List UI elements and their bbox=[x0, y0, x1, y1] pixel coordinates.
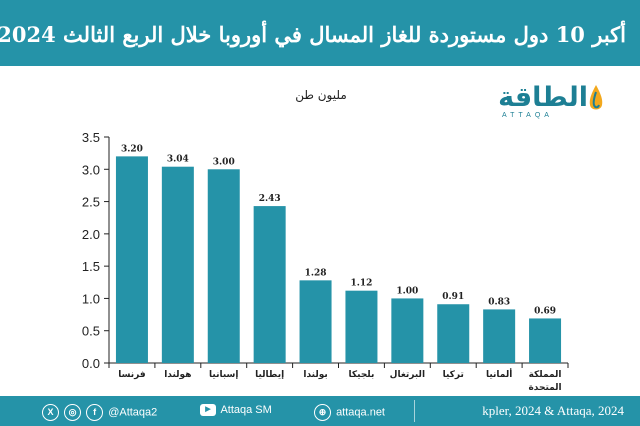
bar-value-label: 1.00 bbox=[396, 286, 418, 296]
x-tick-label: ألمانيا bbox=[486, 368, 512, 380]
x-tick-label: هولندا bbox=[164, 370, 191, 380]
globe-icon: ⊕ bbox=[314, 404, 331, 421]
bar bbox=[437, 304, 469, 363]
x-icon[interactable]: X bbox=[42, 404, 59, 421]
youtube-text: Attaqa SM bbox=[220, 404, 271, 416]
bar bbox=[345, 291, 377, 363]
x-tick-label: البرتغال bbox=[390, 370, 425, 380]
x-tick-label: تركيا bbox=[443, 370, 464, 380]
youtube-link[interactable]: ▶ Attaqa SM bbox=[200, 404, 272, 416]
unit-label: مليون طن bbox=[295, 88, 347, 103]
bar-value-label: 0.91 bbox=[442, 292, 464, 302]
bar bbox=[116, 156, 148, 363]
y-tick-label: 1.0 bbox=[82, 291, 100, 306]
y-tick-label: 0.0 bbox=[82, 356, 100, 371]
plot-area: 0.0 0.5 1.0 1.5 2.0 2.5 3.0 3.5 3.20 فرنسا 3.04 هول… bbox=[82, 130, 568, 393]
bar-value-label: 1.12 bbox=[350, 279, 372, 289]
title-bar: أكبر 10 دول مستوردة للغاز المسال في أورو… bbox=[0, 0, 640, 66]
bar bbox=[300, 280, 332, 363]
y-tick-label: 0.5 bbox=[82, 324, 100, 339]
chart-title: أكبر 10 دول مستوردة للغاز المسال في أورو… bbox=[14, 22, 626, 47]
social-handles: X ◎ f @Attaqa2 bbox=[42, 404, 157, 421]
bar-chart: مليون طن 0.0 0.5 1.0 1.5 2.0 2.5 3.0 3.5 3.20 فرن… bbox=[0, 66, 640, 396]
bar bbox=[529, 318, 561, 363]
y-tick-label: 1.5 bbox=[82, 259, 100, 274]
x-tick-label: إسبانيا bbox=[209, 370, 238, 380]
y-tick-label: 2.0 bbox=[82, 227, 100, 242]
bar bbox=[391, 298, 423, 363]
bar-value-label: 1.28 bbox=[305, 268, 327, 278]
source-text: kpler, 2024 & Attaqa, 2024 bbox=[482, 403, 624, 419]
y-tick-label: 3.5 bbox=[82, 130, 100, 145]
x-tick-label: المتحدة bbox=[528, 383, 561, 393]
bar bbox=[162, 167, 194, 363]
bar bbox=[208, 169, 240, 363]
x-tick-label: بلجيكا bbox=[349, 370, 375, 380]
instagram-icon[interactable]: ◎ bbox=[64, 404, 81, 421]
x-tick-label: إيطاليا bbox=[255, 370, 284, 380]
bar-value-label: 3.20 bbox=[121, 144, 143, 154]
social-handle-text[interactable]: @Attaqa2 bbox=[108, 406, 157, 418]
footer-bar: X ◎ f @Attaqa2 ▶ Attaqa SM ⊕ attaqa.net … bbox=[0, 396, 640, 426]
bar-value-label: 0.83 bbox=[488, 297, 510, 307]
x-tick-label: بولندا bbox=[303, 370, 327, 380]
website-link[interactable]: ⊕ attaqa.net bbox=[314, 404, 385, 421]
bar-value-label: 3.00 bbox=[213, 157, 235, 167]
y-tick-label: 2.5 bbox=[82, 195, 100, 210]
x-tick-label: فرنسا bbox=[118, 370, 146, 380]
x-tick-label: المملكة bbox=[529, 370, 562, 380]
y-tick-label: 3.0 bbox=[82, 162, 100, 177]
bar bbox=[483, 309, 515, 363]
bar-value-label: 0.69 bbox=[534, 306, 556, 316]
bar bbox=[254, 206, 286, 363]
youtube-icon: ▶ bbox=[200, 404, 216, 416]
bar-value-label: 3.04 bbox=[167, 155, 189, 165]
facebook-icon[interactable]: f bbox=[86, 404, 103, 421]
footer-divider bbox=[414, 400, 415, 422]
website-text: attaqa.net bbox=[336, 406, 385, 418]
bar-value-label: 2.43 bbox=[259, 194, 281, 204]
